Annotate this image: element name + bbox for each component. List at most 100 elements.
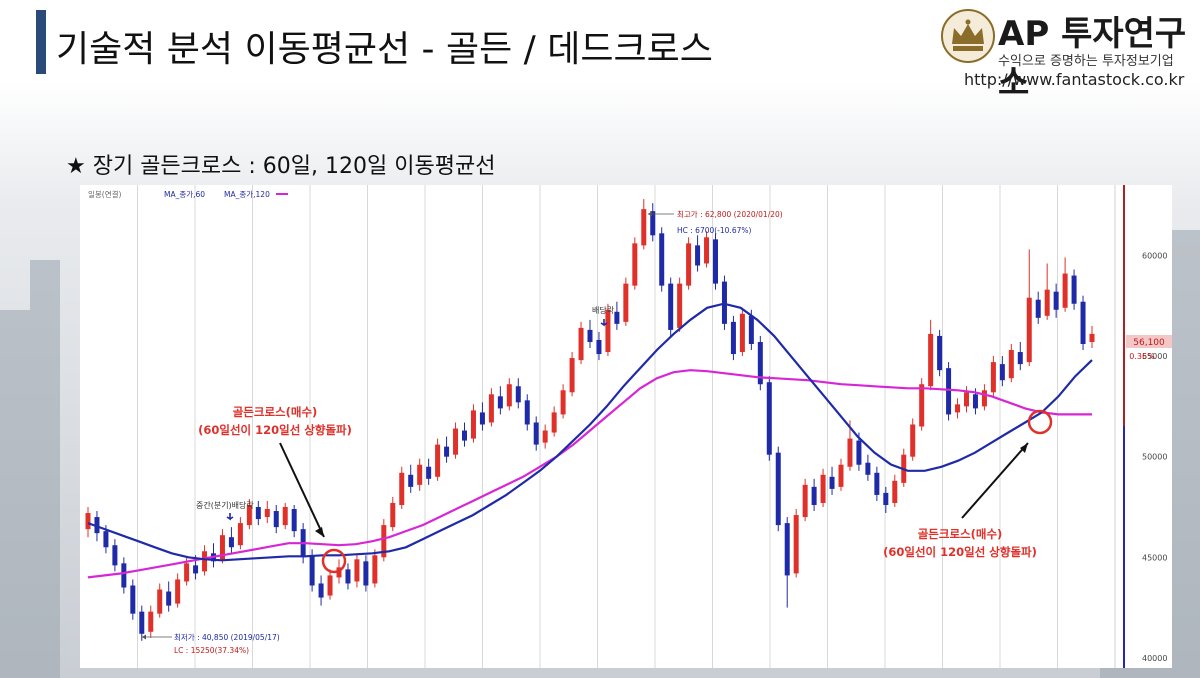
- candle-body: [515, 386, 521, 403]
- dividend-drop-label: 배당락: [592, 305, 615, 315]
- candle-body: [1035, 299, 1041, 318]
- candle-body: [748, 315, 754, 344]
- candle-body: [408, 474, 414, 487]
- candle-series: [85, 199, 1095, 641]
- candle-body: [345, 569, 351, 584]
- candle-body: [246, 504, 252, 526]
- golden-cross-right-marker: [1027, 409, 1053, 435]
- candle-body: [193, 565, 199, 574]
- candle-body: [856, 440, 862, 465]
- candle-body: [1026, 297, 1032, 363]
- candle-body: [551, 412, 557, 433]
- candle-body: [354, 559, 360, 582]
- logo-url[interactable]: http://www.fantastock.co.kr: [964, 70, 1185, 89]
- candle-body: [990, 362, 996, 393]
- y-axis: [1114, 185, 1125, 668]
- candle-body: [470, 410, 476, 439]
- logo-brand: AP 투자연구소: [998, 14, 1187, 103]
- candle-body: [578, 327, 584, 361]
- candle-body: [497, 396, 503, 409]
- page-title: 기술적 분석 이동평균선 - 골든 / 데드크로스: [56, 29, 713, 70]
- candle-body: [309, 555, 315, 586]
- candle-body: [282, 507, 288, 526]
- candle-body: [363, 561, 369, 586]
- candle-body: [506, 384, 512, 407]
- chart-legend: 일봉(연결) MA_종가,60 MA_종가,120: [88, 189, 288, 199]
- candle-body: [202, 551, 208, 572]
- candle-body: [336, 567, 342, 578]
- chart-annotations: 최고가 : 62,800 (2020/01/20) HC : 6700(-10.…: [142, 209, 1053, 655]
- candle-body: [820, 474, 826, 503]
- candle-body: [103, 531, 109, 548]
- logo-slogan: 수익으로 증명하는 투자정보기업: [998, 54, 1174, 69]
- candle-body: [874, 472, 880, 495]
- legend-ma120: MA_종가,120: [224, 190, 270, 199]
- legend-candle: 일봉(연결): [88, 189, 122, 199]
- candle-body: [919, 384, 925, 427]
- candle-body: [659, 233, 665, 286]
- candle-body: [327, 575, 333, 596]
- y-tick-label: 45000: [1142, 553, 1167, 562]
- interim-dividend-arrow-icon: [226, 513, 234, 521]
- current-price-tag: 56,100 0.36%: [1126, 335, 1172, 361]
- candle-body: [121, 563, 127, 588]
- candle-body: [928, 333, 934, 387]
- candle-body: [488, 394, 494, 423]
- candle-body: [381, 525, 387, 558]
- candle-body: [399, 472, 405, 505]
- candle-body: [704, 237, 710, 264]
- candle-body: [1017, 352, 1023, 365]
- candle-body: [291, 509, 297, 532]
- candle-body: [453, 428, 459, 455]
- candle-body: [802, 484, 808, 518]
- candle-body: [390, 502, 396, 528]
- y-tick-label: 40000: [1142, 654, 1167, 663]
- candle-body: [596, 339, 602, 355]
- candle-body: [811, 486, 817, 505]
- candle-body: [739, 313, 745, 353]
- candle-body: [372, 555, 378, 584]
- y-tick-label: 60000: [1142, 251, 1167, 260]
- candle-body: [757, 341, 763, 385]
- candle-body: [228, 537, 234, 548]
- candle-body: [623, 283, 629, 322]
- candle-body: [972, 394, 978, 409]
- current-price-label: 56,100: [1133, 338, 1165, 348]
- y-tick-labels: 40000 45000 50000 55000 60000: [1142, 251, 1167, 663]
- interim-dividend-label: 중간(분기)배당락: [196, 500, 254, 510]
- dividend-drop-arrow-icon: [600, 319, 608, 327]
- candle-body: [166, 591, 172, 606]
- candle-body: [318, 583, 324, 598]
- candle-body: [784, 523, 790, 576]
- candle-body: [713, 239, 718, 284]
- candle-body: [883, 492, 889, 505]
- candle-body: [435, 444, 441, 477]
- high-change-annotation: HC : 6700(-10.67%): [677, 226, 751, 235]
- candle-body: [730, 321, 736, 355]
- candle-body: [695, 245, 701, 266]
- candle-body: [910, 424, 916, 457]
- candle-body: [838, 464, 844, 487]
- candle-body: [892, 480, 898, 503]
- candle-body: [94, 517, 100, 534]
- candle-body: [793, 515, 799, 574]
- golden-cross-left-marker: [321, 548, 347, 574]
- candle-body: [524, 400, 530, 425]
- candle-body: [273, 511, 279, 528]
- golden-cross-left-desc: (60일선이 120일선 상향돌파): [198, 423, 352, 437]
- candle-body: [946, 368, 952, 415]
- candle-body: [569, 358, 575, 393]
- golden-cross-right-arrow: [961, 442, 1029, 519]
- candle-body: [829, 476, 835, 489]
- candle-body: [219, 535, 225, 560]
- legend-ma60: MA_종가,60: [164, 190, 205, 199]
- low-price-annotation: 최저가 : 40,850 (2019/05/17): [174, 632, 280, 642]
- candle-body: [847, 438, 853, 467]
- candle-body: [614, 311, 620, 324]
- candle-body: [587, 329, 593, 342]
- stock-chart: 일봉(연결) MA_종가,60 MA_종가,120 40000 45000 5000…: [85, 185, 1172, 668]
- candle-body: [605, 309, 611, 353]
- candle-body: [1080, 301, 1086, 344]
- ma60-line: [87, 302, 1093, 562]
- candle-body: [668, 283, 674, 330]
